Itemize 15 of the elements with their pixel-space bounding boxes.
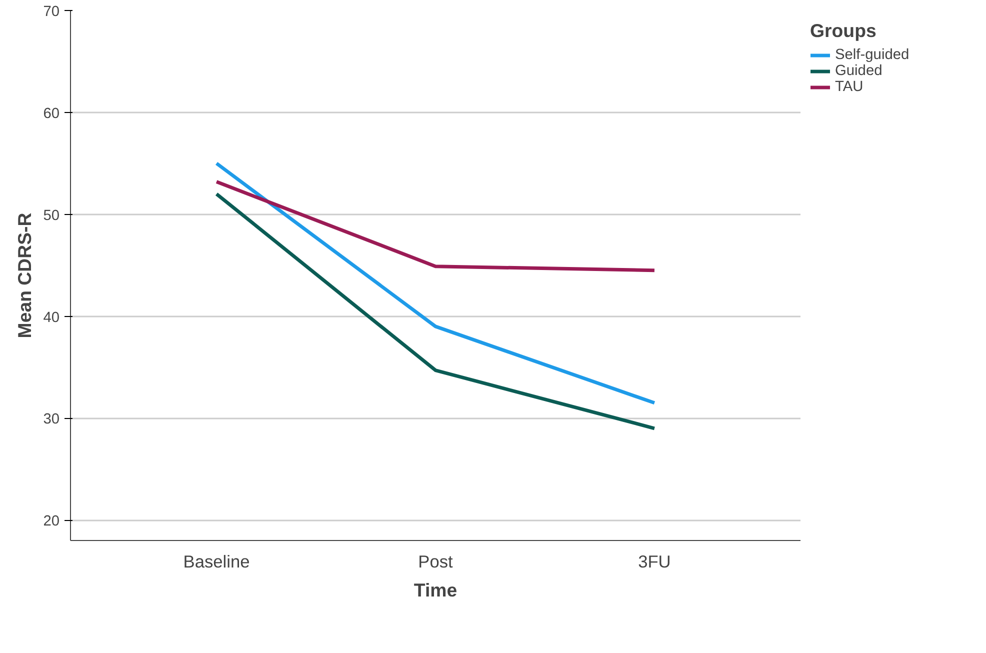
legend-label: TAU [835, 79, 864, 95]
y-tick-label: 50 [43, 208, 60, 224]
x-tick-label: Post [418, 552, 454, 572]
y-tick-label: 30 [43, 412, 60, 428]
x-tick-label: Baseline [183, 552, 250, 572]
legend-label: Self-guided [835, 47, 910, 63]
y-axis-title: Mean CDRS-R [14, 212, 36, 338]
y-tick-label: 40 [43, 310, 60, 326]
y-tick-label: 60 [43, 106, 60, 122]
y-tick-label: 70 [43, 4, 60, 20]
legend-label: Guided [835, 63, 882, 79]
y-tick-label: 20 [43, 514, 60, 530]
x-tick-label: 3FU [638, 552, 671, 572]
x-axis-title: Time [414, 580, 458, 600]
legend-title: Groups [810, 20, 878, 42]
